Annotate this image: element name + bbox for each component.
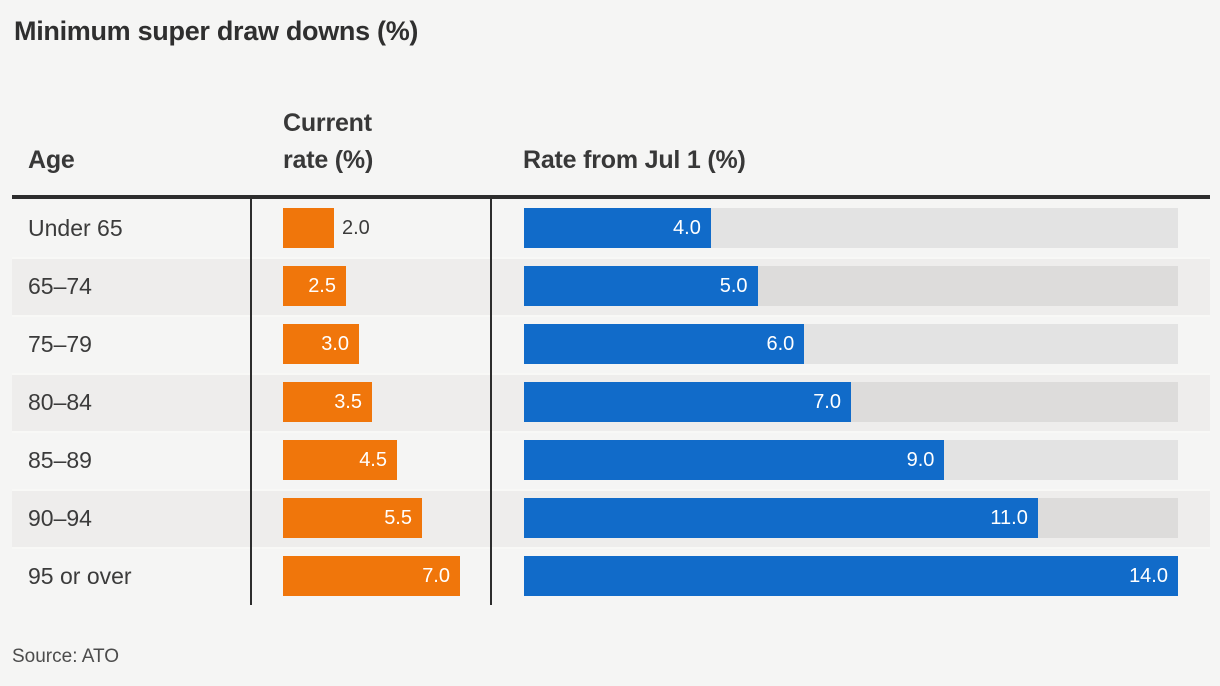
july-rate-cell: 9.0 — [524, 440, 1178, 480]
current-rate-cell: 2.0 — [283, 208, 370, 248]
table-row: 90–94 5.5 11.0 — [12, 489, 1210, 547]
july-rate-track: 4.0 — [524, 208, 1178, 248]
age-label: 65–74 — [28, 272, 92, 299]
table-body: Under 65 2.0 4.0 65–74 2.5 5 — [12, 199, 1210, 605]
table-row: 80–84 3.5 7.0 — [12, 373, 1210, 431]
july-rate-track: 9.0 — [524, 440, 1178, 480]
july-rate-bar: 7.0 — [524, 382, 851, 422]
table-row: 95 or over 7.0 14.0 — [12, 547, 1210, 605]
age-label: Under 65 — [28, 214, 123, 241]
july-rate-value: 14.0 — [1129, 564, 1168, 587]
july-rate-bar: 4.0 — [524, 208, 711, 248]
july-rate-bar: 9.0 — [524, 440, 945, 480]
july-rate-bar: 6.0 — [524, 324, 805, 364]
column-divider-age-current — [250, 199, 252, 605]
july-rate-bar: 14.0 — [524, 556, 1178, 596]
july-rate-bar: 5.0 — [524, 266, 758, 306]
current-rate-bar: 7.0 — [283, 556, 460, 596]
july-rate-track: 7.0 — [524, 382, 1178, 422]
current-rate-cell: 3.0 — [283, 324, 359, 364]
july-rate-cell: 4.0 — [524, 208, 1178, 248]
current-rate-bar: 4.5 — [283, 440, 397, 480]
current-rate-value: 4.5 — [359, 448, 387, 471]
current-rate-value-outside: 2.0 — [342, 216, 370, 239]
current-rate-bar: 3.0 — [283, 324, 359, 364]
july-rate-track: 6.0 — [524, 324, 1178, 364]
current-rate-value: 5.5 — [384, 506, 412, 529]
table-row: 65–74 2.5 5.0 — [12, 257, 1210, 315]
age-label: 80–84 — [28, 388, 92, 415]
july-rate-cell: 7.0 — [524, 382, 1178, 422]
july-rate-value: 9.0 — [906, 448, 935, 471]
column-divider-current-july — [490, 199, 492, 605]
july-rate-value: 11.0 — [990, 506, 1028, 529]
current-rate-value: 3.0 — [321, 332, 349, 355]
age-label: 95 or over — [28, 562, 132, 589]
july-rate-cell: 11.0 — [524, 498, 1178, 538]
july-rate-cell: 14.0 — [524, 556, 1178, 596]
table-row: Under 65 2.0 4.0 — [12, 199, 1210, 257]
column-header-age: Age — [28, 146, 75, 174]
current-rate-value: 3.5 — [334, 390, 362, 413]
current-rate-value: 2.5 — [308, 274, 336, 297]
age-label: 75–79 — [28, 330, 92, 357]
july-rate-value: 5.0 — [719, 274, 748, 297]
current-rate-cell: 2.5 — [283, 266, 346, 306]
column-header-current-rate: Current rate (%) — [283, 109, 374, 174]
july-rate-bar: 11.0 — [524, 498, 1038, 538]
current-rate-bar: 5.5 — [283, 498, 422, 538]
current-rate-bar: 3.5 — [283, 382, 372, 422]
age-label: 85–89 — [28, 446, 92, 473]
current-rate-bar: 2.5 — [283, 266, 346, 306]
age-label: 90–94 — [28, 504, 92, 531]
current-rate-bar — [283, 208, 334, 248]
header-rule — [12, 195, 1210, 199]
table-row: 85–89 4.5 9.0 — [12, 431, 1210, 489]
column-header-rate-from-jul: Rate from Jul 1 (%) — [523, 146, 746, 174]
july-rate-track: 14.0 — [524, 556, 1178, 596]
july-rate-value: 6.0 — [766, 332, 795, 355]
july-rate-value: 7.0 — [813, 390, 841, 413]
source-note: Source: ATO — [12, 646, 120, 667]
july-rate-track: 11.0 — [524, 498, 1178, 538]
july-rate-cell: 5.0 — [524, 266, 1178, 306]
table-row: 75–79 3.0 6.0 — [12, 315, 1210, 373]
current-rate-cell: 7.0 — [283, 556, 460, 596]
july-rate-cell: 6.0 — [524, 324, 1178, 364]
july-rate-value: 4.0 — [673, 216, 701, 239]
current-rate-cell: 4.5 — [283, 440, 397, 480]
current-rate-cell: 5.5 — [283, 498, 422, 538]
current-rate-cell: 3.5 — [283, 382, 372, 422]
chart-title: Minimum super draw downs (%) — [14, 16, 419, 46]
july-rate-track: 5.0 — [524, 266, 1178, 306]
current-rate-value: 7.0 — [422, 564, 450, 587]
